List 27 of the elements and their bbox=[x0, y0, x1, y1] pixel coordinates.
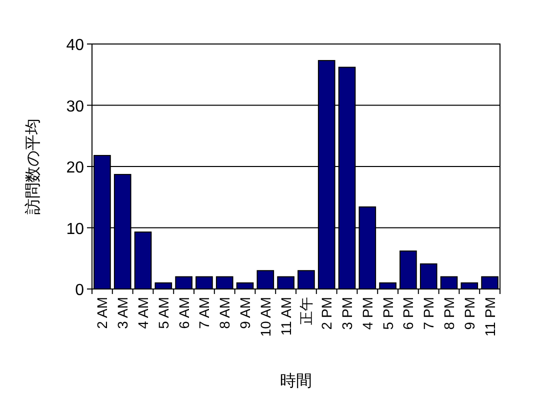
y-tick-label: 30 bbox=[66, 98, 84, 116]
x-tick-label: 10 AM bbox=[257, 297, 274, 337]
x-tick-label: 7 AM bbox=[196, 297, 212, 329]
x-tick-label: 4 AM bbox=[135, 297, 151, 329]
x-tick-label: 3 AM bbox=[114, 297, 131, 329]
x-tick-label: 3 PM bbox=[339, 297, 355, 330]
y-tick-label: 0 bbox=[75, 282, 84, 299]
x-tick-label: 5 AM bbox=[155, 297, 172, 329]
x-tick-label: 8 PM bbox=[441, 297, 457, 330]
x-tick-label: 11 AM bbox=[278, 297, 294, 336]
x-tick-label: 5 PM bbox=[380, 297, 396, 330]
y-tick-label: 10 bbox=[66, 220, 84, 238]
x-tick-label: 4 PM bbox=[359, 297, 376, 330]
x-tick-label: 2 AM bbox=[94, 297, 110, 329]
x-tick-label: 6 AM bbox=[176, 297, 192, 329]
y-tick-label: 20 bbox=[66, 160, 84, 176]
x-tick-label: 6 PM bbox=[400, 297, 416, 330]
x-tick-label: 正午 bbox=[298, 297, 314, 325]
x-tick-label: 7 PM bbox=[420, 297, 437, 330]
x-tick-label: 8 AM bbox=[216, 297, 233, 329]
x-tick-label: 11 PM bbox=[482, 297, 498, 336]
y-tick-label: 40 bbox=[66, 37, 84, 54]
x-tick-label: 9 AM bbox=[237, 297, 253, 329]
x-tick-label: 2 PM bbox=[318, 297, 335, 330]
x-tick-label: 9 PM bbox=[461, 297, 478, 330]
y-axis-title: 訪問数の平均 bbox=[24, 118, 42, 214]
x-axis-title: 時間 bbox=[280, 372, 312, 390]
